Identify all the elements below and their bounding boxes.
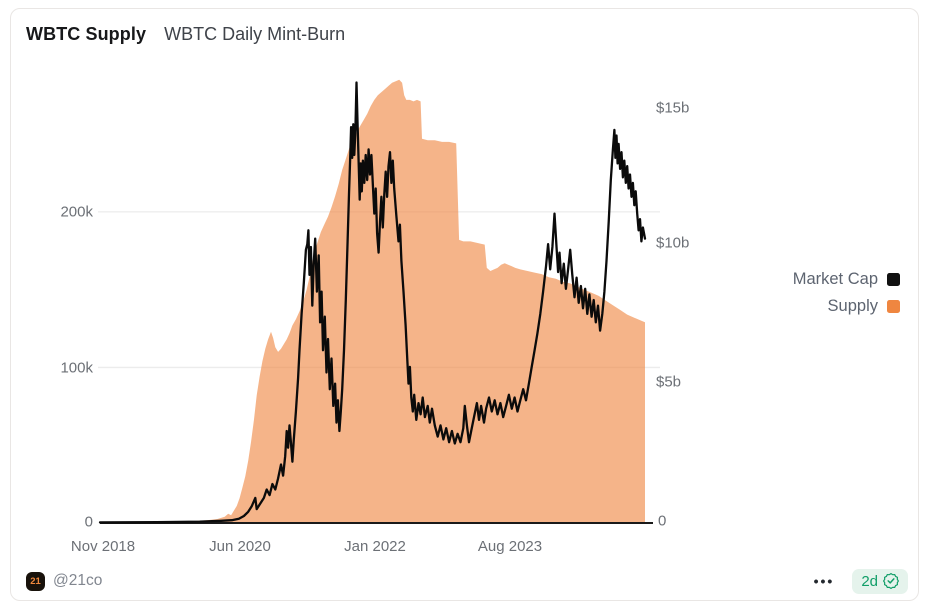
timestamp-label: 2d: [861, 572, 878, 590]
legend-label-supply: Supply: [827, 297, 878, 315]
legend-label-market-cap: Market Cap: [792, 270, 878, 288]
legend-item-market-cap: Market Cap: [793, 270, 900, 289]
right-axis-tick-0: 0: [658, 512, 667, 530]
more-menu-button[interactable]: •••: [810, 572, 839, 590]
right-axis-tick-10b: $10b: [656, 234, 690, 252]
page-title: WBTC Supply: [26, 24, 147, 44]
x-axis-tick-jun2020: Jun 2020: [209, 538, 271, 555]
left-axis-tick-200k: 200k: [60, 203, 93, 221]
right-axis-tick-5b: $5b: [656, 373, 682, 391]
footer-actions: ••• 2d: [810, 568, 908, 594]
x-axis-tick-jan2022: Jan 2022: [344, 538, 406, 555]
title-row: WBTC Supply WBTC Daily Mint-Burn: [26, 24, 345, 45]
market-cap-swatch-icon: [887, 273, 900, 286]
left-axis-tick-100k: 100k: [60, 359, 93, 377]
left-axis-tick-0: 0: [84, 513, 93, 531]
footer-bar: 21 @21co ••• 2d: [26, 567, 908, 595]
author-handle: @21co: [53, 572, 103, 589]
author-avatar: 21: [26, 571, 45, 591]
x-axis-tick-nov2018: Nov 2018: [70, 538, 136, 555]
chart-subtitle: WBTC Daily Mint-Burn: [164, 24, 346, 44]
chart-legend: Market Cap Supply: [793, 270, 900, 316]
author-link[interactable]: 21 @21co: [26, 571, 103, 591]
verified-badge-icon: [883, 573, 899, 589]
timestamp-pill[interactable]: 2d: [852, 568, 908, 594]
supply-swatch-icon: [887, 300, 900, 313]
x-axis-tick-aug2023: Aug 2023: [477, 538, 543, 555]
right-axis-tick-15b: $15b: [656, 99, 690, 117]
legend-item-supply: Supply: [828, 297, 900, 316]
